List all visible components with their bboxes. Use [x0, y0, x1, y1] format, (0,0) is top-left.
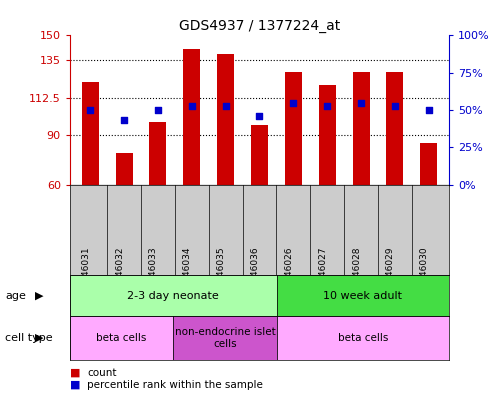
Text: ■: ■ [70, 367, 80, 378]
Text: ▶: ▶ [35, 291, 43, 301]
Bar [277, 275, 449, 316]
Bar [353, 72, 370, 185]
Text: 2-3 day neonate: 2-3 day neonate [127, 291, 219, 301]
Bar [183, 49, 200, 185]
Bar [285, 72, 302, 185]
Bar [173, 316, 277, 360]
Bar [82, 82, 99, 185]
Text: count: count [87, 367, 117, 378]
Text: beta cells: beta cells [338, 333, 388, 343]
Text: 10 week adult: 10 week adult [323, 291, 402, 301]
Bar [319, 85, 336, 185]
Bar [420, 143, 437, 185]
Text: percentile rank within the sample: percentile rank within the sample [87, 380, 263, 390]
Point [255, 113, 263, 119]
Bar [70, 275, 277, 316]
Point [222, 103, 230, 109]
Bar [116, 153, 133, 185]
Bar [251, 125, 268, 185]
Bar [149, 122, 166, 185]
Text: beta cells: beta cells [96, 333, 147, 343]
Point [391, 103, 399, 109]
Bar [277, 316, 449, 360]
Point [120, 118, 128, 124]
Text: ▶: ▶ [35, 333, 43, 343]
Text: cell type: cell type [5, 333, 52, 343]
Bar [386, 72, 403, 185]
Text: ■: ■ [70, 380, 80, 390]
Point [289, 99, 297, 106]
Point [154, 107, 162, 113]
Title: GDS4937 / 1377224_at: GDS4937 / 1377224_at [179, 19, 340, 33]
Point [86, 107, 94, 113]
Bar [217, 53, 234, 185]
Text: non-endocrine islet
cells: non-endocrine islet cells [175, 327, 275, 349]
Point [323, 103, 331, 109]
Point [425, 107, 433, 113]
Bar [70, 316, 173, 360]
Point [357, 99, 365, 106]
Text: age: age [5, 291, 26, 301]
Point [188, 103, 196, 109]
